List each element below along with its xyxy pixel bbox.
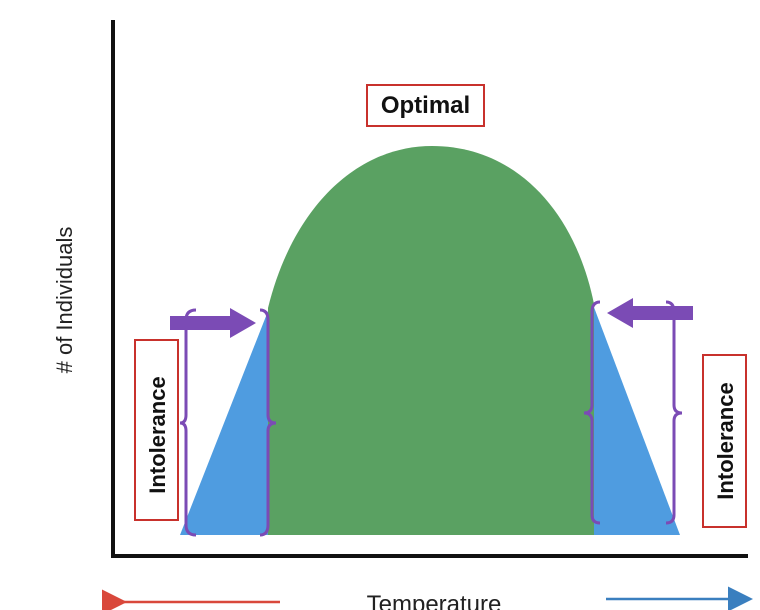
brace-right-inner (583, 300, 601, 525)
optimal-zone (268, 146, 594, 535)
intolerance-right-label: Intolerance (713, 382, 738, 499)
intolerance-right-label-box (702, 354, 747, 528)
y-axis-label: # of Individuals (52, 227, 77, 374)
intolerance-zone-left (180, 306, 270, 535)
optimal-label-box (366, 84, 485, 127)
intolerance-zone-right (592, 302, 680, 535)
brace-left-outer (179, 308, 197, 537)
intolerance-left-label: Intolerance (145, 376, 170, 493)
brace-right-outer (665, 300, 683, 525)
brace-left-inner (259, 308, 277, 537)
x-axis-label: Temperature (367, 591, 502, 610)
arrow-right-to-boundary (607, 298, 693, 328)
intolerance-left-label-box (134, 339, 179, 521)
optimal-label: Optimal (381, 92, 470, 119)
arrow-left-to-boundary (170, 308, 256, 338)
